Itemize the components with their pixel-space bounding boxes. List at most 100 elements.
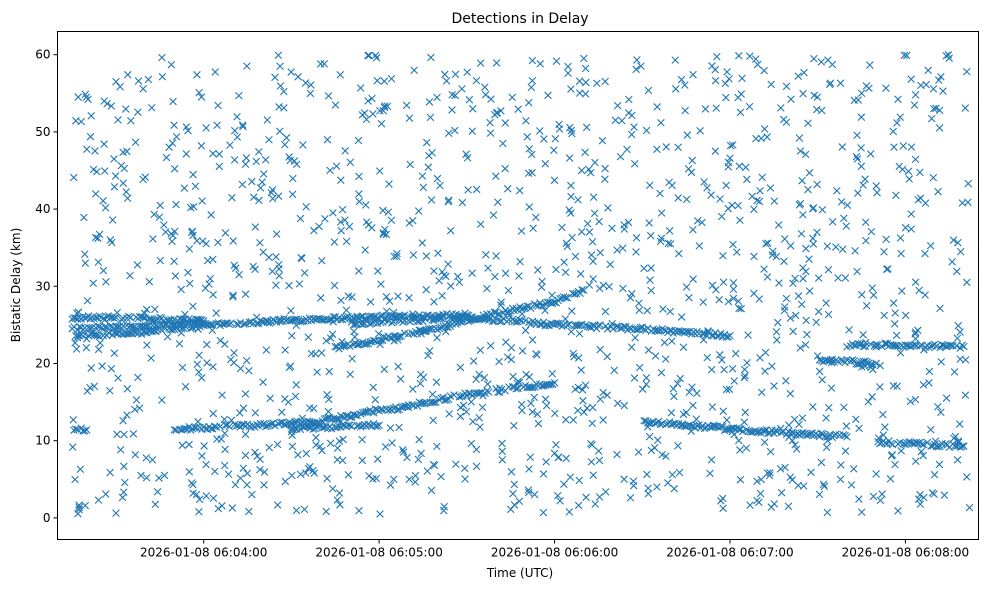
- data-point: [692, 415, 701, 423]
- data-point: [647, 446, 656, 455]
- data-point: [683, 131, 692, 139]
- data-point: [911, 155, 920, 164]
- data-point: [87, 112, 96, 120]
- data-point: [431, 398, 440, 406]
- data-point: [643, 422, 652, 431]
- data-point: [316, 294, 325, 302]
- data-point: [211, 68, 219, 76]
- data-point: [525, 145, 534, 153]
- data-point: [355, 341, 363, 349]
- data-point: [841, 274, 850, 282]
- data-point: [864, 397, 873, 406]
- data-point: [255, 196, 263, 205]
- data-point: [369, 110, 377, 118]
- data-point: [789, 279, 797, 288]
- data-point: [741, 408, 750, 417]
- data-point: [365, 472, 373, 480]
- data-point: [928, 489, 937, 497]
- plot-frame: [57, 31, 979, 540]
- data-point: [361, 246, 369, 254]
- data-point: [879, 410, 887, 419]
- data-point: [568, 233, 576, 242]
- data-point: [81, 427, 89, 435]
- data-point: [379, 106, 388, 115]
- data-point: [281, 395, 289, 403]
- data-point: [812, 318, 820, 327]
- data-point: [809, 403, 817, 411]
- data-point: [139, 85, 147, 93]
- data-point: [753, 496, 761, 505]
- data-point: [587, 458, 596, 466]
- data-point: [777, 104, 785, 112]
- data-point: [662, 143, 671, 151]
- data-point: [818, 375, 827, 384]
- data-point: [733, 248, 741, 256]
- data-point: [919, 451, 927, 460]
- data-point: [635, 299, 643, 308]
- data-point: [890, 143, 898, 151]
- data-point: [788, 428, 796, 437]
- data-point: [442, 272, 450, 281]
- data-point: [189, 302, 197, 311]
- data-point: [682, 195, 691, 204]
- data-point: [700, 178, 708, 186]
- data-point: [151, 305, 159, 314]
- data-point: [666, 240, 675, 248]
- data-point: [198, 319, 206, 328]
- data-point: [541, 159, 550, 168]
- data-point: [202, 124, 210, 132]
- data-point: [667, 408, 676, 417]
- data-point: [265, 135, 273, 144]
- data-point: [427, 53, 435, 62]
- data-point: [589, 471, 598, 479]
- data-point: [82, 343, 91, 352]
- data-point: [673, 379, 682, 388]
- data-point: [956, 247, 965, 256]
- data-point: [274, 51, 283, 60]
- data-point: [338, 337, 346, 346]
- data-point: [411, 471, 420, 480]
- data-point: [571, 252, 580, 261]
- data-point: [344, 470, 353, 479]
- data-point: [240, 320, 248, 328]
- data-point: [358, 456, 367, 465]
- data-point: [743, 175, 751, 184]
- data-point: [472, 76, 481, 85]
- data-point: [487, 95, 495, 103]
- data-point: [643, 306, 652, 315]
- data-point: [954, 437, 963, 445]
- data-point: [315, 421, 323, 430]
- data-point: [317, 256, 326, 265]
- data-point: [256, 465, 264, 474]
- data-point: [467, 398, 476, 406]
- data-point: [336, 315, 345, 324]
- data-point: [110, 155, 118, 163]
- data-point: [114, 374, 122, 382]
- data-point: [802, 316, 810, 325]
- data-point: [725, 75, 733, 83]
- data-point: [119, 416, 127, 425]
- data-point: [802, 244, 810, 253]
- data-point: [68, 443, 77, 451]
- data-point: [734, 297, 743, 306]
- data-point: [450, 126, 459, 135]
- data-point: [861, 218, 870, 227]
- data-point: [491, 110, 499, 119]
- data-point: [724, 204, 732, 213]
- data-point: [189, 489, 197, 498]
- data-point: [112, 77, 120, 86]
- data-point: [134, 108, 142, 116]
- data-point: [722, 385, 731, 394]
- data-point: [664, 239, 673, 248]
- data-point: [394, 292, 402, 300]
- data-point: [625, 95, 633, 104]
- data-point: [767, 503, 776, 511]
- data-point: [508, 93, 517, 102]
- data-point: [651, 352, 660, 360]
- data-point: [189, 170, 197, 179]
- data-point: [193, 360, 202, 369]
- data-point: [341, 147, 349, 155]
- data-point: [368, 94, 376, 103]
- data-point: [414, 207, 423, 215]
- data-point: [542, 458, 550, 466]
